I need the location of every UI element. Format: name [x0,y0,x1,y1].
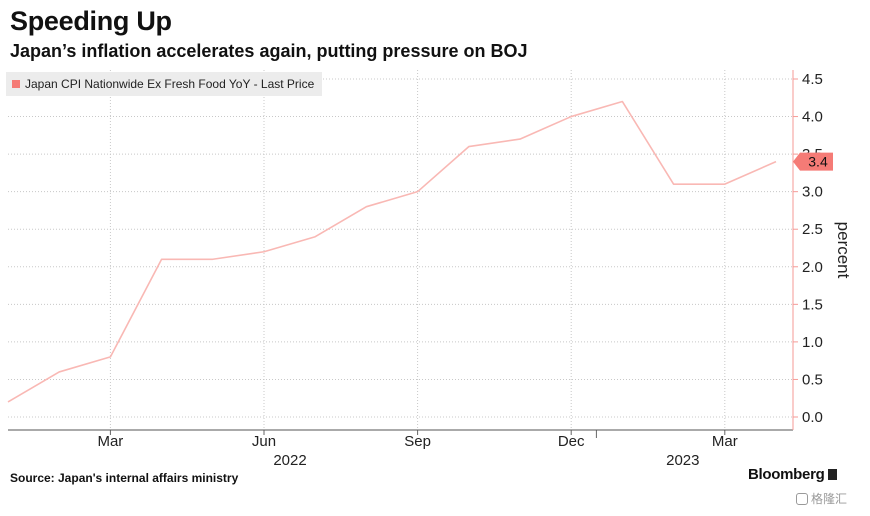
watermark-icon [796,492,808,505]
watermark-text: 格隆汇 [811,492,848,506]
axis-layer [8,70,798,438]
y-tick-label: 3.0 [802,184,823,201]
cpi-series-line [7,100,777,403]
bloomberg-chart-icon [828,469,838,480]
brand-name: Bloomberg [748,466,825,483]
y-tick-label: 4.5 [802,71,823,88]
y-tick-label: 2.5 [802,221,823,238]
year-label: 2023 [666,452,699,469]
y-axis-title: percent [834,222,853,279]
brand-logo: Bloomberg [748,466,838,483]
last-value-marker: 3.4 [793,152,833,171]
x-tick-label: Dec [558,433,585,450]
x-tick-label: Mar [97,433,123,450]
chart-legend: Japan CPI Nationwide Ex Fresh Food YoY -… [6,72,323,96]
x-tick-label: Mar [712,433,738,450]
watermark: 格隆汇 [796,490,847,507]
source-note: Source: Japan's internal affairs ministr… [10,471,239,485]
y-tick-label: 4.0 [802,109,823,126]
series-layer [7,100,777,403]
legend-swatch [12,80,20,88]
chart-subtitle: Japan’s inflation accelerates again, put… [10,41,528,61]
x-tick-label: Sep [404,433,431,450]
y-tick-label: 1.0 [802,334,823,351]
y-tick-label: 1.5 [802,296,823,313]
chart-title: Speeding Up [10,6,172,36]
x-tick-label: Jun [252,433,276,450]
y-tick-label: 0.5 [802,371,823,388]
last-value-label: 3.4 [808,154,828,170]
last-value-badge [793,152,833,171]
label-layer: 0.00.51.01.52.02.53.03.54.04.5MarJunSepD… [97,71,853,469]
y-tick-label: 0.0 [802,409,823,426]
legend-label: Japan CPI Nationwide Ex Fresh Food YoY -… [25,77,315,91]
y-tick-label: 2.0 [802,259,823,276]
year-label: 2022 [273,452,306,469]
grid-layer [8,70,793,430]
